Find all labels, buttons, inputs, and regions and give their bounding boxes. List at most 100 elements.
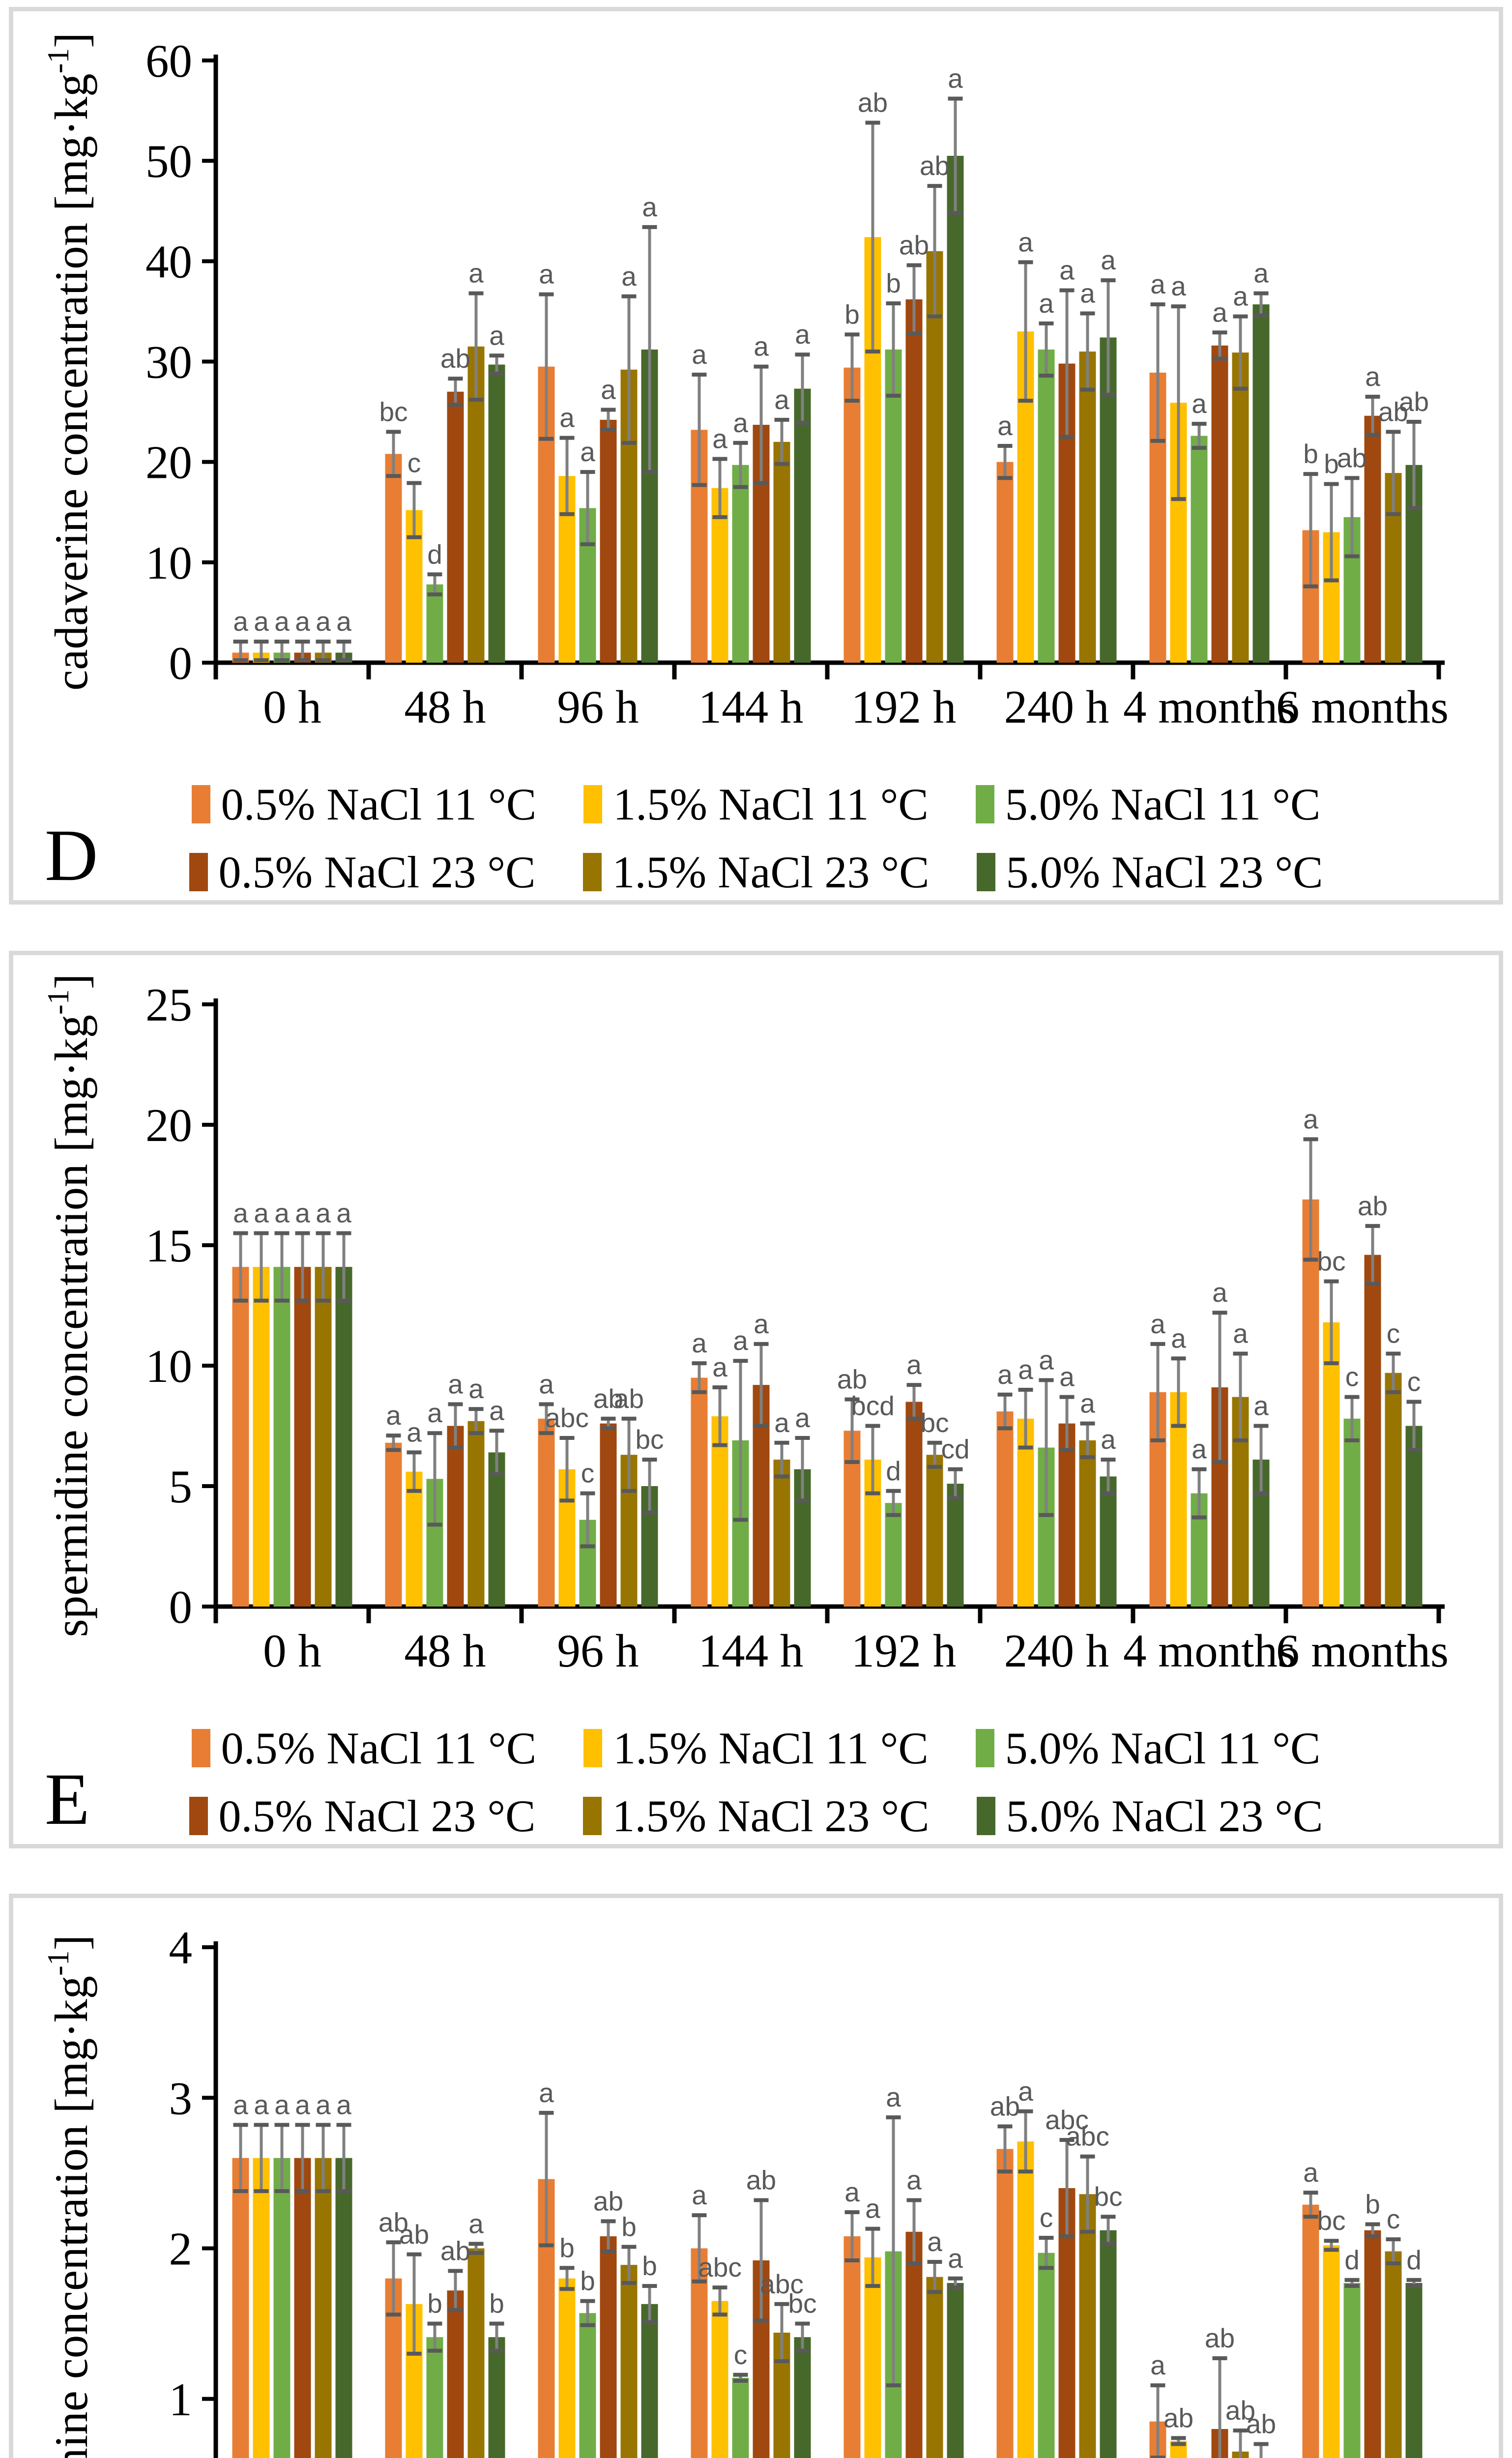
error-bar-cap (865, 120, 880, 125)
error-bar-cap (865, 2284, 880, 2288)
error-bar-cap (316, 2189, 331, 2194)
significance-letter: bcd (851, 1391, 895, 1421)
significance-letter: b (580, 2266, 595, 2296)
error-bar-cap (1253, 1491, 1269, 1495)
y-axis-tick-label: 50 (145, 135, 192, 187)
significance-letter: ab (1399, 386, 1429, 417)
error-bar-cap (621, 1416, 637, 1421)
bar (538, 1418, 555, 1607)
significance-letter: a (692, 339, 707, 370)
y-axis-tick-label: 10 (145, 537, 192, 589)
significance-letter: ab (1225, 2395, 1255, 2426)
bar (1079, 1440, 1096, 1607)
error-bar-cap (1018, 2169, 1033, 2174)
error-bar-cap (1344, 554, 1360, 558)
legend-label: 0.5% NaCl 11 °C (221, 1723, 537, 1773)
bar (600, 1423, 617, 1607)
significance-letter: a (336, 2089, 351, 2120)
significance-letter: a (906, 1349, 922, 1380)
error-bar-cap (1039, 2236, 1054, 2240)
significance-letter: a (997, 1359, 1013, 1390)
significance-letter: a (906, 2165, 922, 2195)
error-bar-cap (1365, 1224, 1380, 1228)
y-axis-tick-label: 3 (169, 2072, 193, 2124)
x-axis-category-label: 6 months (1276, 681, 1449, 733)
significance-letter: ab (614, 1383, 644, 1414)
legend-swatch-icon (582, 853, 602, 891)
significance-letter: a (539, 2078, 554, 2108)
significance-letter: abc (1066, 2121, 1109, 2152)
error-bar-cap (844, 2210, 860, 2214)
legend-label: 1.5% NaCl 11 °C (613, 779, 929, 829)
significance-letter: b (559, 2232, 575, 2263)
error-bar-cap (559, 2287, 575, 2291)
legend-label: 1.5% NaCl 23 °C (612, 847, 930, 897)
cadaverine-bar-chart: 0 10 20 30 40 50 60 0 h 48 h 96 h 144 h 192 h 240 h 4… (42, 32, 1449, 733)
error-bar-cap (886, 1489, 901, 1493)
significance-letter: a (733, 408, 748, 438)
bar (1302, 2204, 1319, 2458)
bar (467, 2248, 485, 2458)
error-bar-cap (468, 1407, 484, 1411)
error-bar-cap (386, 1434, 401, 1438)
error-bar-cap (1039, 374, 1054, 378)
error-bar-cap (948, 1467, 963, 1471)
error-bar-cap (754, 1424, 769, 1428)
error-bar-cap (692, 373, 707, 377)
significance-letter: a (844, 2177, 860, 2207)
x-axis-category-label: 0 h (263, 681, 321, 733)
error-bar-cap (336, 640, 351, 644)
error-bar-cap (1018, 2109, 1033, 2113)
error-bar-cap (1212, 330, 1227, 335)
bar (711, 2301, 728, 2458)
error-bar-cap (448, 403, 463, 407)
error-bars-group (233, 96, 1422, 662)
error-bar-cap (580, 1491, 595, 1495)
error-bar-cap (407, 1450, 422, 1455)
bar (335, 2158, 352, 2458)
y-axis-title: cadaverine concentration [mg·kg-1] (42, 32, 97, 691)
error-bar-cap (295, 640, 310, 644)
error-bar-cap (754, 481, 769, 485)
error-bar-cap (448, 2308, 463, 2312)
error-bar-cap (1406, 2284, 1422, 2288)
significance-letter: b (1365, 2189, 1380, 2220)
significance-letter: c (1040, 2202, 1053, 2233)
error-bar-cap (1233, 386, 1248, 391)
significance-letter: ab (1163, 2402, 1193, 2433)
legend-label: 0.5% NaCl 11 °C (221, 779, 537, 829)
significance-letter: a (795, 319, 810, 350)
bar (294, 2158, 311, 2458)
significance-letter: a (712, 424, 727, 454)
bar (447, 1426, 464, 1607)
significance-letter: b (642, 2251, 657, 2281)
significance-letter: a (1171, 271, 1186, 301)
error-bar-cap (621, 2245, 637, 2249)
error-bar-cap (1171, 2442, 1186, 2446)
significance-letter: a (927, 2226, 942, 2257)
significance-letter: a (316, 606, 331, 637)
error-bar-cap (1324, 1279, 1339, 1284)
error-bar-cap (386, 2312, 401, 2317)
error-bar-cap (642, 225, 657, 229)
error-bar-cap (997, 1426, 1013, 1431)
bar (996, 462, 1014, 663)
bar (794, 2337, 811, 2458)
y-axis-tick-label: 25 (145, 979, 192, 1031)
bar (1211, 345, 1228, 663)
error-bar-cap (407, 1489, 422, 1493)
error-bar-cap (692, 483, 707, 487)
bar (905, 299, 923, 663)
error-bar-cap (274, 1298, 290, 1303)
error-bar-cap (1018, 1388, 1033, 1392)
x-axis-category-label: 4 months (1123, 1625, 1296, 1677)
significance-letter: a (1303, 2157, 1318, 2188)
significance-letter: d (886, 1456, 901, 1486)
error-bar-cap (795, 1436, 810, 1440)
significance-letter: a (407, 1417, 422, 1447)
significance-letter: abc (760, 2269, 804, 2299)
significance-letter: b (489, 2288, 504, 2319)
error-bar-cap (692, 2279, 707, 2283)
legend-item: 1.5% NaCl 11 °C (583, 778, 929, 830)
